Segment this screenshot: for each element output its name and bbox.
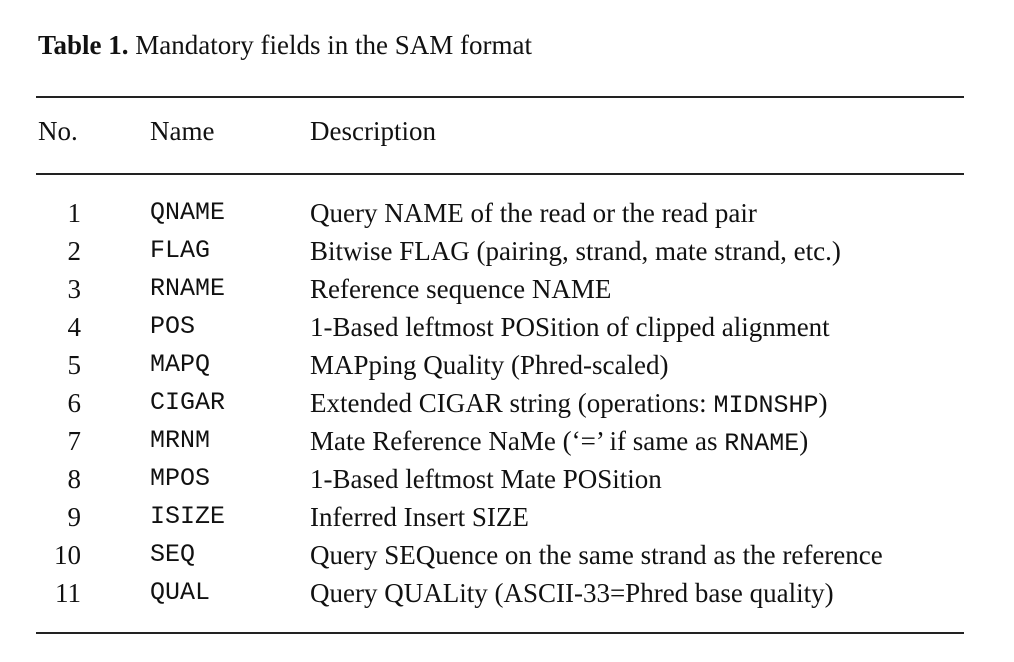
field-number: 10 xyxy=(54,540,81,570)
field-description: Bitwise FLAG (pairing, strand, mate stra… xyxy=(310,236,841,266)
field-name: QNAME xyxy=(150,198,226,227)
field-number: 6 xyxy=(67,388,82,418)
field-description-text: Mate Reference NaMe (‘=’ if same as xyxy=(310,426,725,456)
header-description: Description xyxy=(310,116,436,146)
table-row: 2 FLAG Bitwise FLAG (pairing, strand, mate… xyxy=(0,232,1014,270)
header-rule xyxy=(36,173,964,175)
field-number: 4 xyxy=(67,312,82,342)
table-caption: Table 1. Mandatory fields in the SAM for… xyxy=(38,30,532,61)
field-number: 2 xyxy=(67,236,82,266)
field-name: ISIZE xyxy=(150,502,226,531)
table-row: 5 MAPQ MAPping Quality (Phred-scaled) xyxy=(0,346,1014,384)
table-row: 8 MPOS 1-Based leftmost Mate POSition xyxy=(0,460,1014,498)
field-description: Inferred Insert SIZE xyxy=(310,502,529,532)
field-description: Reference sequence NAME xyxy=(310,274,612,304)
field-number: 3 xyxy=(67,274,82,304)
field-name: CIGAR xyxy=(150,388,226,417)
field-description: Query NAME of the read or the read pair xyxy=(310,198,757,228)
field-name: MAPQ xyxy=(150,350,211,379)
field-description: 1-Based leftmost Mate POSition xyxy=(310,464,662,494)
field-number: 5 xyxy=(67,350,82,380)
field-description-text: ) xyxy=(799,426,809,456)
table-row: 3 RNAME Reference sequence NAME xyxy=(0,270,1014,308)
field-description-code: RNAME xyxy=(724,429,800,458)
top-rule xyxy=(36,96,964,98)
field-name: SEQ xyxy=(150,540,196,569)
field-number: 11 xyxy=(55,578,81,608)
table-body: 1 QNAME Query NAME of the read or the read… xyxy=(0,194,1014,612)
field-number: 1 xyxy=(67,198,82,228)
field-number: 7 xyxy=(67,426,82,456)
field-description-code: MIDNSHP xyxy=(713,391,819,420)
field-name: MRNM xyxy=(150,426,211,455)
field-number: 9 xyxy=(67,502,82,532)
field-description: Query SEQuence on the same strand as the… xyxy=(310,540,883,570)
table-row: 9 ISIZE Inferred Insert SIZE xyxy=(0,498,1014,536)
field-description: MAPping Quality (Phred-scaled) xyxy=(310,350,669,380)
table-row: 6 CIGAR Extended CIGAR string (operations:… xyxy=(0,384,1014,422)
field-name: MPOS xyxy=(150,464,211,493)
field-description: Query QUALity (ASCII-33=Phred base quali… xyxy=(310,578,834,608)
table-caption-text: Mandatory fields in the SAM format xyxy=(135,30,532,60)
table-row: 10 SEQ Query SEQuence on the same strand a… xyxy=(0,536,1014,574)
field-description-text: ) xyxy=(818,388,828,418)
field-name: FLAG xyxy=(150,236,211,265)
bottom-rule xyxy=(36,632,964,634)
field-name: POS xyxy=(150,312,196,341)
field-name: QUAL xyxy=(150,578,211,607)
field-description: Mate Reference NaMe (‘=’ if same as RNAM… xyxy=(310,422,808,463)
table-caption-label: Table 1. xyxy=(38,30,129,60)
field-description-text: Extended CIGAR string (operations: xyxy=(310,388,714,418)
table-row: 7 MRNM Mate Reference NaMe (‘=’ if same as… xyxy=(0,422,1014,460)
table-row: 11 QUAL Query QUALity (ASCII-33=Phred base… xyxy=(0,574,1014,612)
field-number: 8 xyxy=(67,464,82,494)
field-description: Extended CIGAR string (operations: MIDNS… xyxy=(310,384,827,425)
field-name: RNAME xyxy=(150,274,226,303)
table-row: 4 POS 1-Based leftmost POSition of clipped… xyxy=(0,308,1014,346)
header-no: No. xyxy=(38,116,78,146)
table-row: 1 QNAME Query NAME of the read or the read… xyxy=(0,194,1014,232)
field-description: 1-Based leftmost POSition of clipped ali… xyxy=(310,312,830,342)
header-name: Name xyxy=(150,116,215,146)
